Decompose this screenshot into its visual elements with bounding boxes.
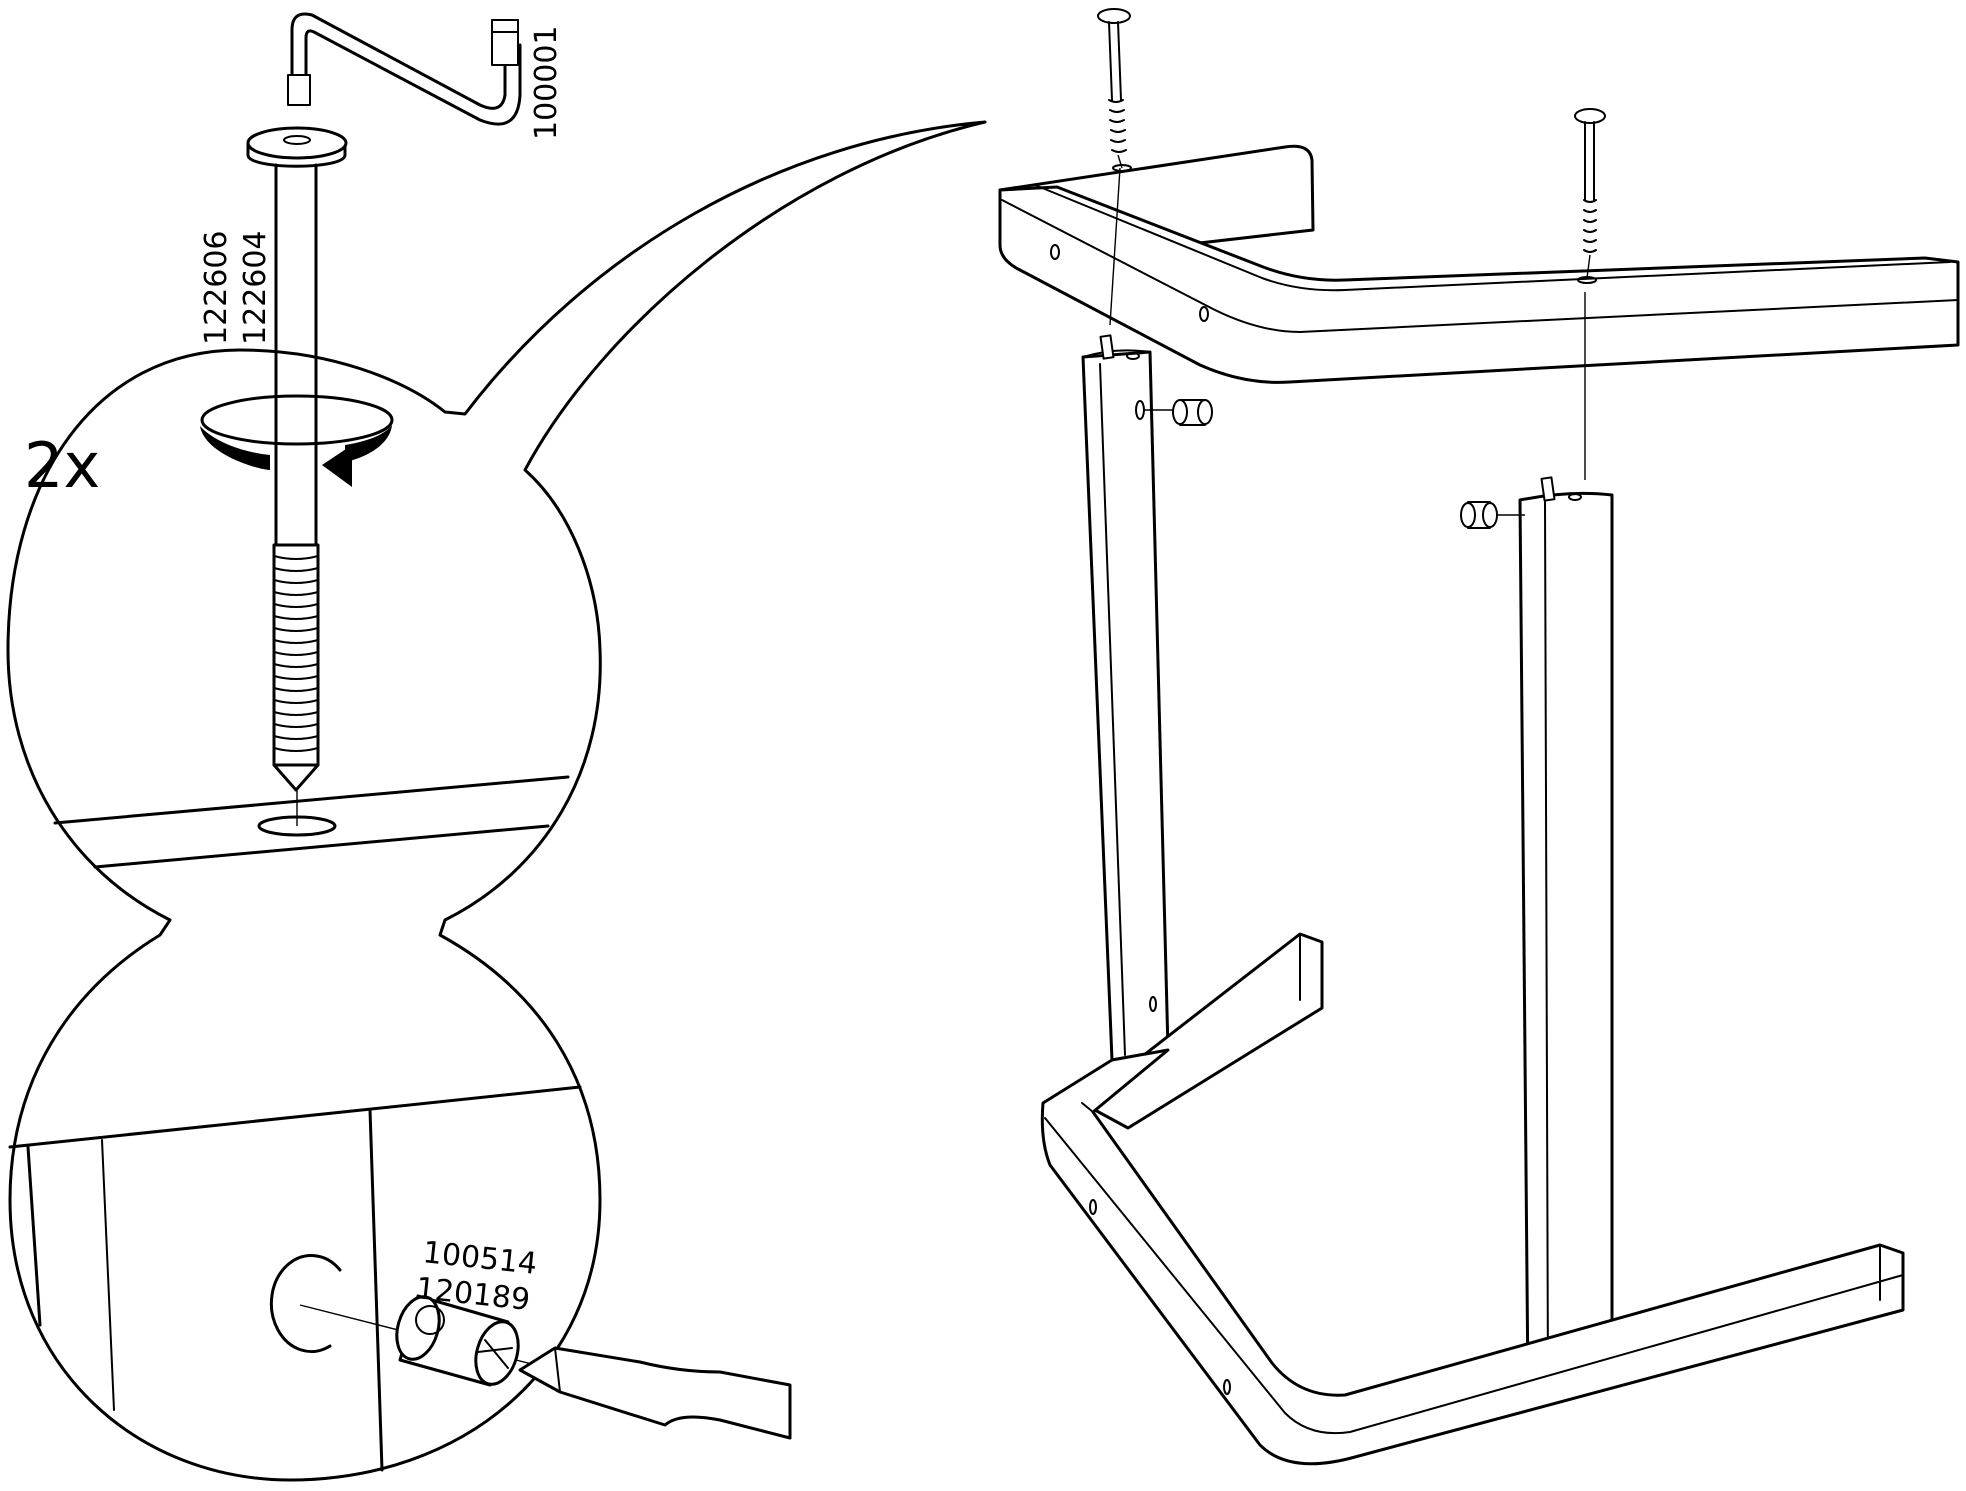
leg-right [1518, 292, 1614, 1392]
barrel-nut-icon [299, 1294, 576, 1387]
top-bolt-right [1574, 108, 1606, 279]
part-number-allen-key: 100001 [529, 25, 564, 140]
leg-cross-section [8, 1085, 582, 1472]
top-bolt-left [1097, 8, 1131, 169]
connector-bolt-icon [246, 126, 348, 792]
quantity-label: 2x [24, 429, 100, 502]
part-number-bolt-bottom: 122604 [238, 230, 273, 345]
part-number-bolt-top: 122606 [199, 230, 234, 345]
bottom-rail [1040, 932, 1905, 1466]
wood-panel-edge [53, 775, 570, 869]
detail-magnifier-bubble [6, 120, 987, 1482]
flat-screwdriver-icon [518, 1346, 792, 1440]
table-frame-assembly [998, 8, 1960, 1466]
bolt-threads [273, 555, 319, 752]
clockwise-rotation-icon [200, 394, 394, 487]
barrel-nut-left-icon [1135, 399, 1213, 426]
top-rail [998, 144, 1960, 384]
allen-key-icon [287, 12, 522, 126]
barrel-nut-right-icon [1460, 501, 1525, 529]
